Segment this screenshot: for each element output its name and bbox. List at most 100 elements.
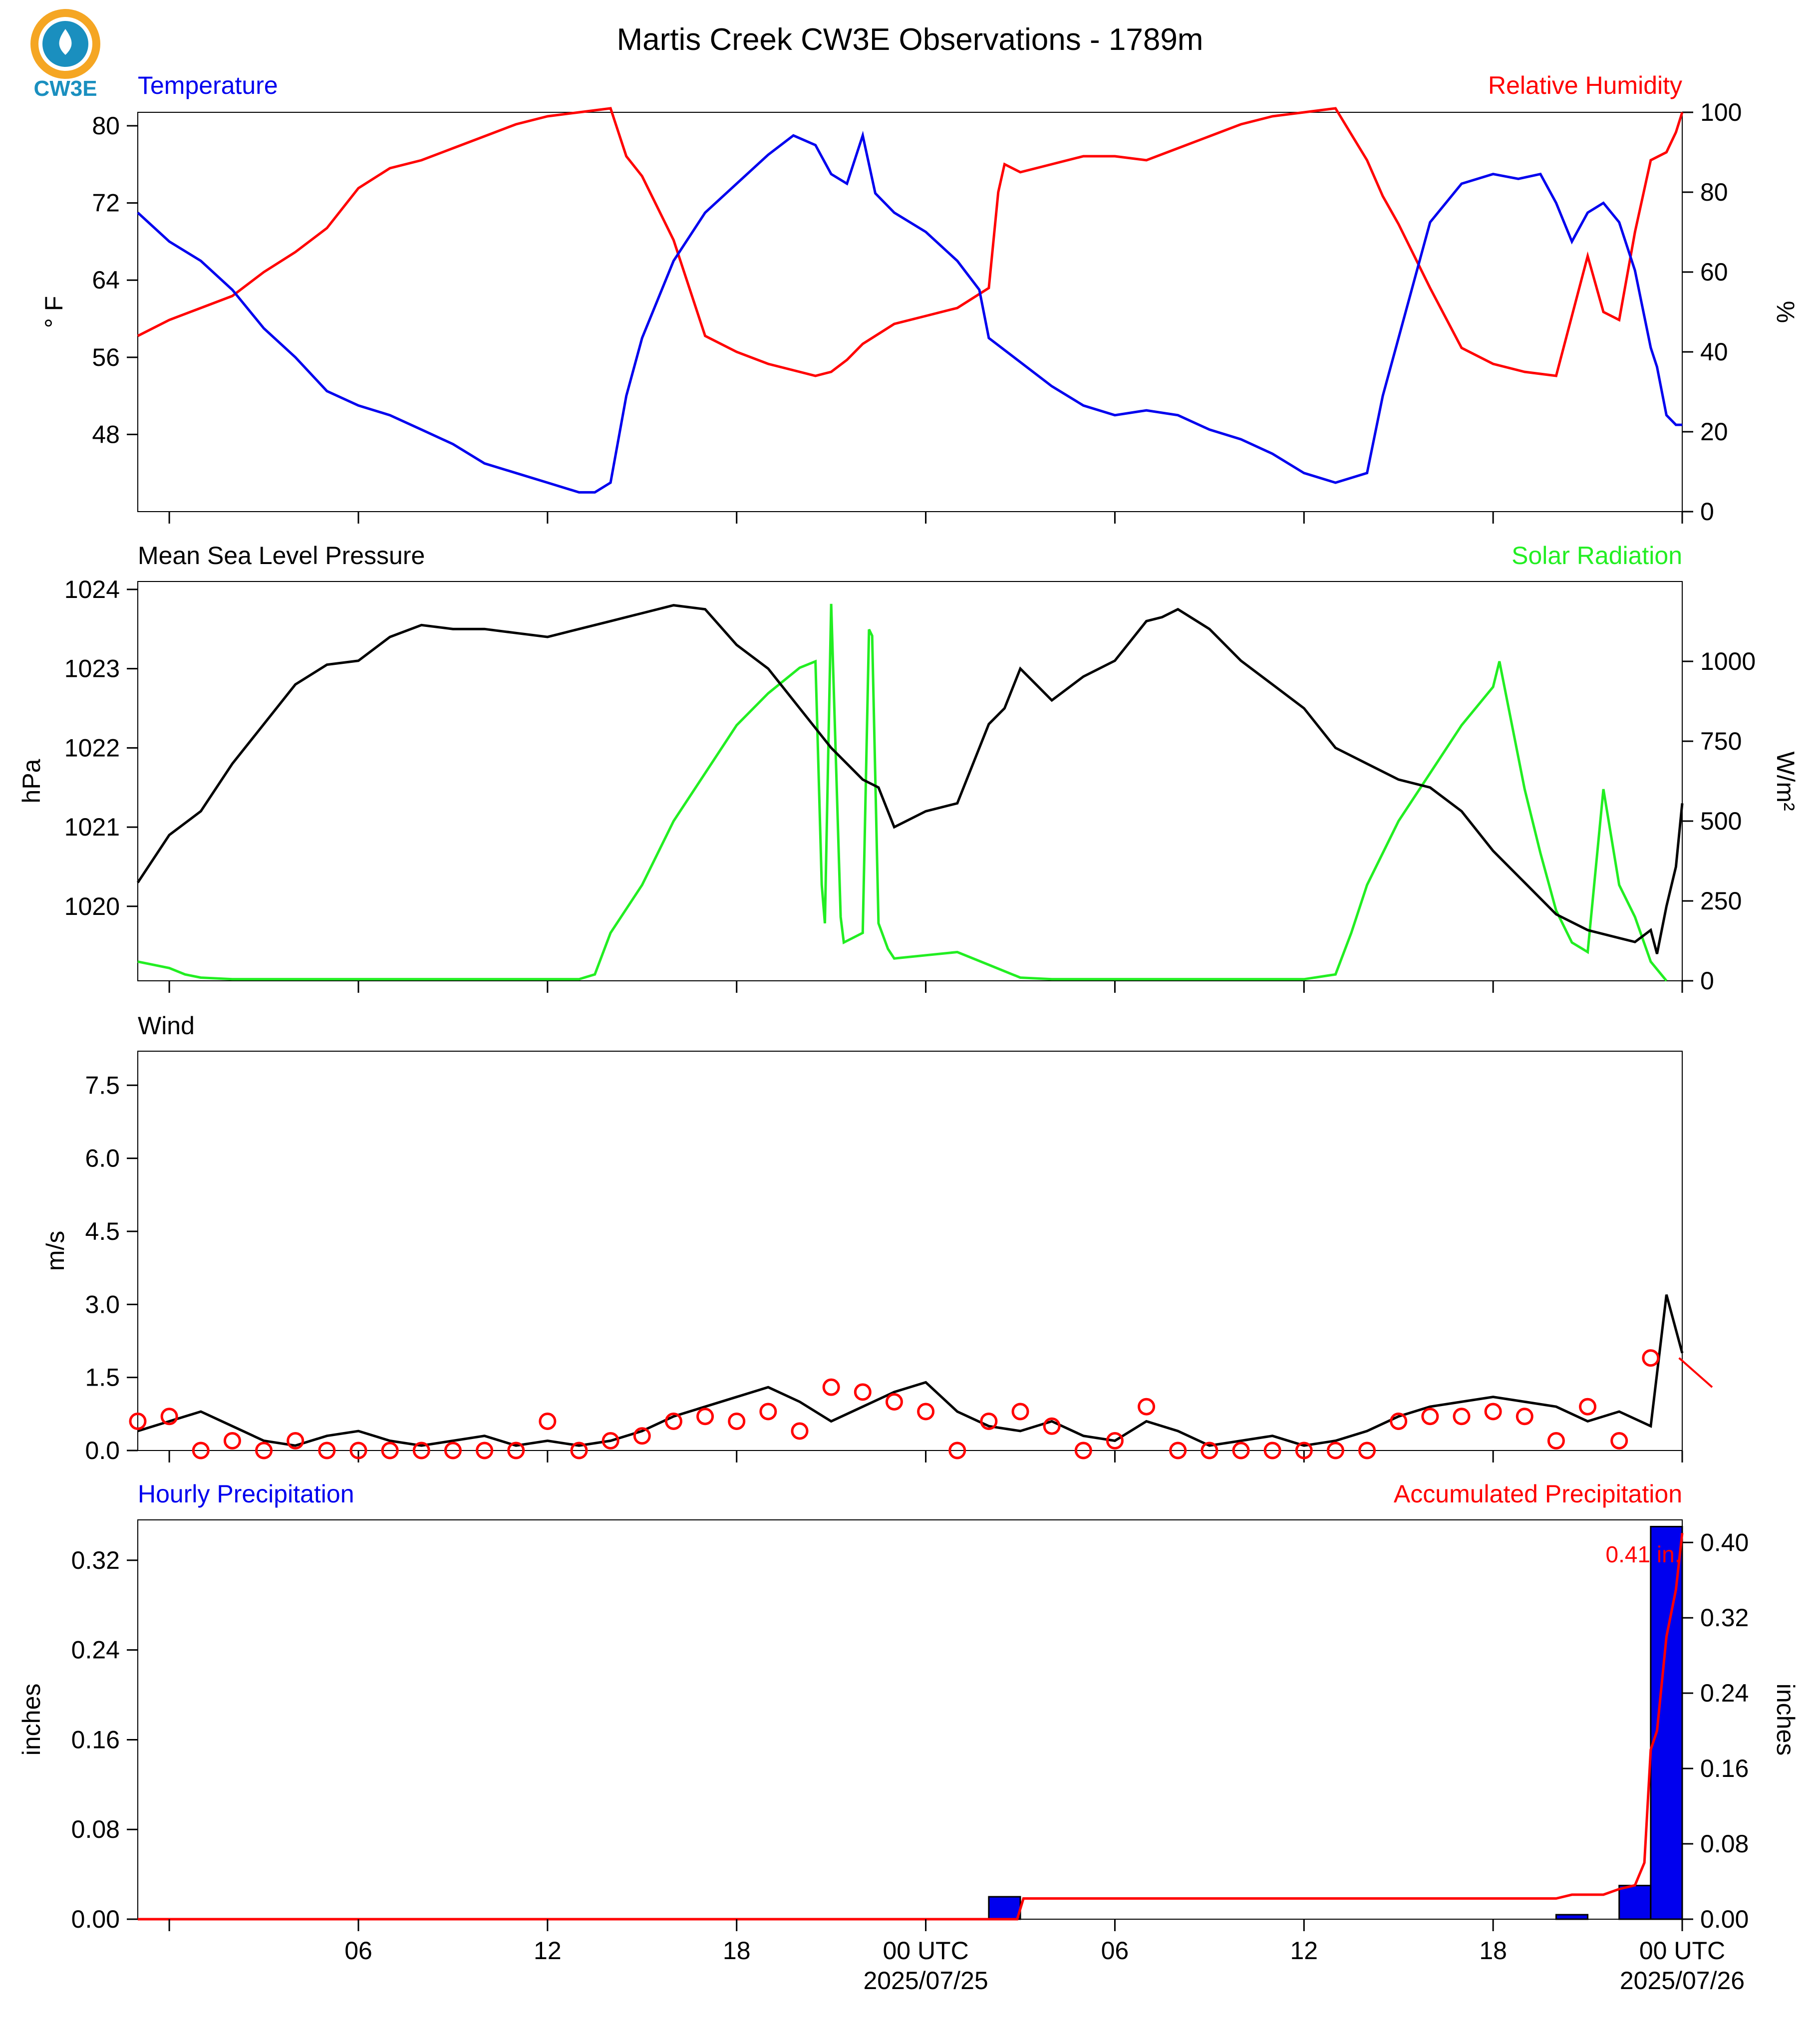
y-tick-label: 0 xyxy=(1700,498,1714,526)
y-tick-label: 1020 xyxy=(64,892,120,920)
y-tick-label: 4.5 xyxy=(85,1217,120,1245)
x-tick-label: 06 xyxy=(344,1937,372,1965)
wind-title: Wind xyxy=(138,1012,195,1040)
wind-gust-marker xyxy=(696,1408,714,1426)
humidity-line xyxy=(137,107,1684,377)
y-tick-label: 0.24 xyxy=(71,1636,120,1664)
wind-gust-marker xyxy=(318,1442,336,1459)
wind-gust-marker xyxy=(223,1432,241,1449)
humidity-title: Relative Humidity xyxy=(1488,71,1682,99)
x-axis-labels: 06 12 18 00 UTC 06 12 18 00 UTC 2025/07/… xyxy=(344,1937,1745,1995)
wind-tick-labels: 7.5 6.0 4.5 3.0 1.5 0.0 xyxy=(85,1071,138,1464)
y-tick-label: 64 xyxy=(92,266,120,294)
wind-gust-marker xyxy=(160,1408,178,1426)
panel4-x-ticks xyxy=(168,1919,1683,1931)
wind-speed-line xyxy=(137,1294,1684,1447)
wind-gust-marker xyxy=(476,1442,494,1459)
y-tick-label: 40 xyxy=(1700,338,1728,366)
wind-gust-marker xyxy=(444,1442,462,1459)
y-tick-label: 0.00 xyxy=(71,1905,120,1933)
wind-gust-marker xyxy=(1201,1442,1218,1459)
hourly-precip-bar xyxy=(988,1896,1021,1920)
x-date-label: 2025/07/26 xyxy=(1620,1967,1745,1995)
y-tick-label: 80 xyxy=(1700,178,1728,206)
x-tick-label: 00 UTC xyxy=(1639,1937,1725,1965)
y-tick-label: 80 xyxy=(92,112,120,140)
temperature-title: Temperature xyxy=(138,71,278,99)
wind-gust-marker xyxy=(1295,1442,1313,1459)
wind-gust-marker xyxy=(791,1422,809,1440)
y-tick-label: 1021 xyxy=(64,813,120,841)
x-tick-label: 00 UTC xyxy=(883,1937,968,1965)
hourly-precip-tick-labels: 0.32 0.24 0.16 0.08 0.00 xyxy=(71,1546,138,1933)
x-tick-label: 12 xyxy=(534,1937,562,1965)
logo-text: CW3E xyxy=(33,76,97,101)
wind-gust-marker xyxy=(1484,1403,1502,1421)
solar-line xyxy=(137,603,1668,982)
logo-drop-icon xyxy=(59,29,72,55)
y-tick-label: 1000 xyxy=(1700,647,1756,675)
wind-gust-marker xyxy=(917,1403,935,1421)
wind-gust-marker xyxy=(1138,1398,1156,1416)
wind-gust-marker xyxy=(1358,1442,1376,1459)
panel3-frame xyxy=(137,1051,1683,1451)
logo-ring-icon xyxy=(30,9,100,79)
wind-gust-marker xyxy=(602,1432,619,1449)
y-tick-label: 0.0 xyxy=(85,1437,120,1464)
temperature-line xyxy=(137,130,1682,494)
y-tick-label: 750 xyxy=(1700,727,1742,755)
y-tick-label: 7.5 xyxy=(85,1071,120,1099)
wind-gust-marker xyxy=(980,1412,998,1430)
wind-gust-marker xyxy=(1421,1408,1439,1426)
wind-gust-marker xyxy=(1579,1398,1597,1416)
wind-gust-marker xyxy=(539,1412,557,1430)
solar-axis-label: W/m² xyxy=(1772,751,1800,811)
y-tick-label: 0.08 xyxy=(1700,1830,1749,1858)
hourly-precip-bar xyxy=(1555,1914,1589,1920)
wind-gust-marker xyxy=(759,1403,777,1421)
wind-gust-marker xyxy=(1011,1403,1029,1421)
wind-gust-marker xyxy=(1074,1442,1092,1459)
panel-pressure-solar: Mean Sea Level Pressure Solar Radiation … xyxy=(17,542,1800,995)
y-tick-label: 1.5 xyxy=(85,1364,120,1392)
wind-gust-line xyxy=(1678,1357,1713,1388)
y-tick-label: 1022 xyxy=(64,734,120,762)
y-tick-label: 0.40 xyxy=(1700,1528,1749,1556)
panel4-frame xyxy=(137,1519,1683,1920)
accum-precip-line xyxy=(138,1533,1684,1921)
accum-total-annotation: 0.41 in. xyxy=(1606,1541,1681,1567)
wind-gust-marker xyxy=(1106,1432,1124,1449)
wind-gust-marker xyxy=(1610,1432,1628,1449)
pressure-tick-labels: 1024 1023 1022 1021 1020 xyxy=(64,576,138,920)
y-tick-label: 1023 xyxy=(64,655,120,683)
accum-precip-title: Accumulated Precipitation xyxy=(1394,1480,1682,1508)
wind-gust-marker xyxy=(129,1412,147,1430)
y-tick-label: 0.08 xyxy=(71,1815,120,1843)
y-tick-label: 3.0 xyxy=(85,1290,120,1318)
pressure-line xyxy=(136,604,1684,954)
wind-gust-marker xyxy=(1169,1442,1187,1459)
wind-gust-marker xyxy=(570,1442,588,1459)
x-tick-label: 18 xyxy=(723,1937,751,1965)
wind-gust-marker xyxy=(192,1442,210,1459)
pressure-axis-label: hPa xyxy=(17,759,45,803)
solar-title: Solar Radiation xyxy=(1512,542,1682,570)
wind-gust-marker xyxy=(822,1378,840,1396)
wind-gust-marker xyxy=(854,1383,872,1401)
panel-precipitation: Hourly Precipitation Accumulated Precipi… xyxy=(17,1480,1800,1933)
humidity-tick-labels: 100 80 60 40 20 0 xyxy=(1682,98,1742,526)
temperature-tick-labels: 80 72 64 56 48 xyxy=(92,112,138,448)
y-tick-label: 100 xyxy=(1700,98,1742,126)
wind-gust-marker xyxy=(1043,1417,1061,1435)
panel2-x-ticks xyxy=(168,981,1683,993)
x-tick-label: 18 xyxy=(1479,1937,1507,1965)
wind-gust-marker xyxy=(255,1442,273,1459)
wind-gust-marker xyxy=(1453,1408,1471,1426)
y-tick-label: 500 xyxy=(1700,807,1742,835)
y-tick-label: 250 xyxy=(1700,887,1742,915)
y-tick-label: 0 xyxy=(1700,967,1714,995)
wind-gust-marker xyxy=(664,1412,682,1430)
y-tick-label: 0.16 xyxy=(1700,1754,1749,1782)
wind-gust-marker xyxy=(507,1442,525,1459)
